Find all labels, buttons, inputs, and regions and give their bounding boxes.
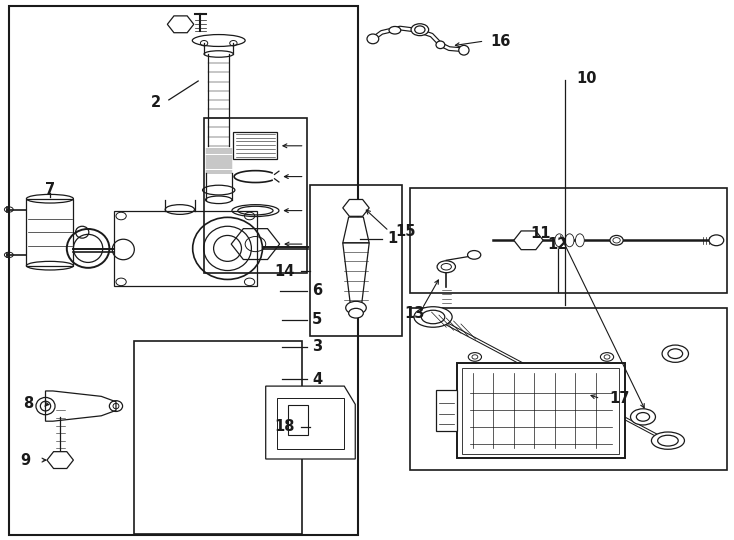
Circle shape bbox=[709, 235, 724, 246]
Text: 16: 16 bbox=[490, 33, 511, 49]
Bar bbox=[233, 132, 277, 159]
Bar bbox=[410, 188, 727, 293]
Text: 11: 11 bbox=[530, 226, 550, 241]
Bar bbox=[410, 308, 727, 470]
Text: 1: 1 bbox=[388, 231, 398, 246]
Ellipse shape bbox=[411, 24, 429, 36]
Bar bbox=[436, 390, 457, 431]
Ellipse shape bbox=[555, 234, 564, 247]
Text: 13: 13 bbox=[404, 306, 425, 321]
Bar bbox=[26, 199, 73, 266]
Ellipse shape bbox=[346, 301, 366, 314]
Ellipse shape bbox=[565, 234, 574, 247]
Text: 4: 4 bbox=[312, 372, 322, 387]
Bar bbox=[277, 398, 344, 449]
Bar bbox=[114, 211, 257, 286]
Text: 7: 7 bbox=[45, 181, 55, 197]
Ellipse shape bbox=[662, 345, 688, 362]
Bar bbox=[288, 405, 308, 435]
Polygon shape bbox=[46, 391, 116, 421]
Bar bbox=[462, 368, 619, 454]
Ellipse shape bbox=[610, 235, 623, 245]
Bar bbox=[457, 363, 625, 458]
Text: 5: 5 bbox=[312, 312, 322, 327]
Text: 6: 6 bbox=[312, 283, 322, 298]
Ellipse shape bbox=[600, 353, 614, 361]
Ellipse shape bbox=[468, 353, 482, 361]
Ellipse shape bbox=[367, 34, 379, 44]
Polygon shape bbox=[266, 386, 355, 459]
Text: 9: 9 bbox=[21, 453, 31, 468]
Bar bbox=[310, 185, 402, 336]
Polygon shape bbox=[343, 217, 369, 243]
Bar bbox=[134, 341, 302, 534]
Ellipse shape bbox=[437, 261, 455, 273]
Ellipse shape bbox=[468, 251, 481, 259]
Ellipse shape bbox=[389, 26, 401, 34]
Text: 12: 12 bbox=[548, 237, 568, 252]
Ellipse shape bbox=[436, 41, 445, 49]
Text: 15: 15 bbox=[395, 224, 415, 239]
Ellipse shape bbox=[631, 409, 655, 425]
Polygon shape bbox=[343, 243, 369, 302]
Text: 8: 8 bbox=[23, 396, 34, 411]
Bar bbox=[204, 118, 307, 273]
Text: 3: 3 bbox=[312, 339, 322, 354]
Ellipse shape bbox=[652, 432, 684, 449]
Ellipse shape bbox=[414, 307, 452, 327]
Text: 10: 10 bbox=[576, 71, 597, 86]
Text: 17: 17 bbox=[609, 391, 630, 406]
Text: 2: 2 bbox=[151, 95, 161, 110]
Ellipse shape bbox=[349, 308, 363, 318]
Text: 14: 14 bbox=[275, 264, 295, 279]
Text: 18: 18 bbox=[275, 419, 295, 434]
Bar bbox=[9, 6, 358, 535]
Ellipse shape bbox=[575, 234, 584, 247]
Ellipse shape bbox=[459, 45, 469, 55]
